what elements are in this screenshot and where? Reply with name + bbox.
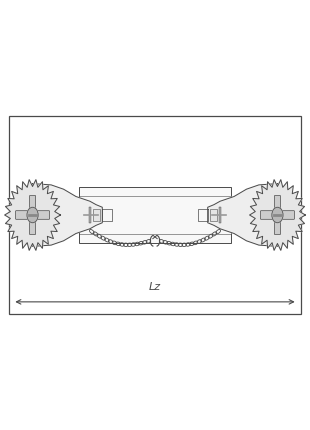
Circle shape <box>27 207 38 223</box>
FancyBboxPatch shape <box>33 211 50 219</box>
Polygon shape <box>5 180 60 250</box>
FancyBboxPatch shape <box>278 211 294 219</box>
FancyBboxPatch shape <box>274 216 281 234</box>
Bar <box>89 208 91 223</box>
FancyBboxPatch shape <box>260 211 277 219</box>
Bar <box>9 116 301 314</box>
Polygon shape <box>250 180 305 250</box>
FancyBboxPatch shape <box>29 196 36 214</box>
Polygon shape <box>208 184 277 246</box>
FancyBboxPatch shape <box>16 211 32 219</box>
Polygon shape <box>198 209 208 221</box>
Bar <box>210 209 217 221</box>
FancyBboxPatch shape <box>274 196 281 214</box>
Text: Lz: Lz <box>149 283 161 292</box>
Bar <box>79 187 231 243</box>
Bar <box>93 209 100 221</box>
Circle shape <box>272 207 283 223</box>
Polygon shape <box>102 209 112 221</box>
Bar <box>219 208 221 223</box>
FancyBboxPatch shape <box>29 216 36 234</box>
Polygon shape <box>33 184 102 246</box>
